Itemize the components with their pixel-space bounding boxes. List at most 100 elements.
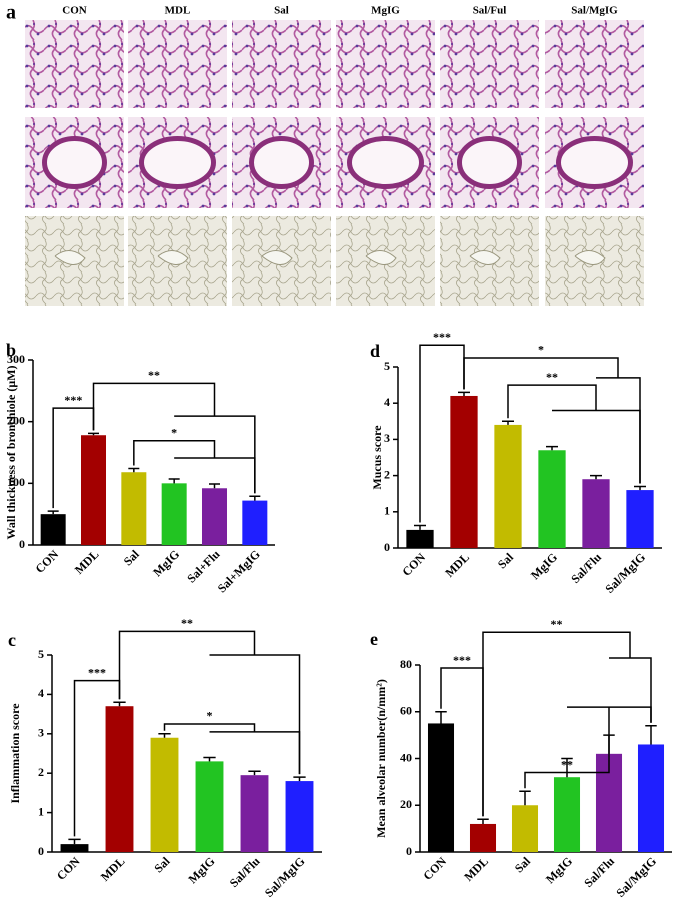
y-tick-label: 300: [7, 352, 25, 366]
y-tick-label: 4: [384, 395, 390, 409]
airway: [574, 250, 606, 265]
significance-bracket: [163, 723, 301, 775]
error-bar: [128, 467, 140, 473]
error-bar: [519, 790, 531, 806]
y-tick-label: 0: [406, 844, 412, 858]
y-tick-label: 2: [384, 467, 390, 481]
x-tick-label: Sal: [121, 547, 143, 569]
error-bar: [501, 420, 515, 425]
error-bar: [208, 483, 221, 489]
y-tick-label: 4: [38, 686, 44, 700]
x-tick-label: MDL: [461, 854, 491, 884]
y-axis-label: Inflammation score: [8, 703, 22, 804]
bronchiole-lumen: [457, 136, 522, 189]
significance-label: **: [546, 370, 558, 384]
significance-bracket: [507, 384, 641, 484]
x-tick-label: MgIG: [528, 550, 560, 582]
bar: [582, 479, 610, 548]
x-tick-label: Sal/Flu: [227, 854, 263, 890]
significance-label: ***: [64, 393, 82, 407]
y-tick-label: 40: [400, 750, 412, 764]
bar: [538, 450, 566, 548]
x-tick-label: Sal/MgIG: [613, 854, 659, 900]
error-bar: [203, 756, 216, 762]
bronchiole-lumen: [249, 136, 314, 189]
airway: [261, 250, 293, 265]
bar: [40, 514, 66, 545]
bar: [469, 823, 497, 852]
micrograph: [232, 20, 331, 108]
x-tick-label: MDL: [442, 550, 472, 580]
y-tick-label: 1: [38, 804, 44, 818]
error-bar: [293, 776, 306, 782]
x-tick-label: Sal: [151, 854, 173, 876]
bar: [60, 844, 89, 852]
error-bar: [545, 445, 559, 451]
bar: [406, 529, 434, 548]
error-bar: [68, 838, 81, 845]
y-axis-label: Mucus score: [370, 425, 384, 490]
significance-bracket: [118, 630, 301, 775]
y-axis-label: Wall thickness of bronchiole (μM): [4, 366, 18, 540]
bar: [121, 472, 147, 545]
y-tick-label: 5: [38, 647, 44, 661]
significance-label: *: [171, 426, 177, 440]
x-tick-label: Sal/Flu: [581, 854, 617, 890]
bar: [511, 805, 539, 852]
x-tick-label: MgIG: [543, 854, 575, 886]
x-tick-label: CON: [54, 854, 83, 883]
error-bar: [435, 711, 447, 724]
column-label: Sal/Ful: [473, 5, 507, 17]
error-bar: [113, 701, 126, 707]
error-bar: [561, 757, 573, 778]
y-tick-label: 0: [384, 540, 390, 554]
error-bar: [457, 391, 471, 396]
micrograph: [545, 20, 644, 108]
column-label: MgIG: [371, 5, 400, 17]
y-tick-label: 20: [400, 797, 412, 811]
error-bar: [589, 474, 603, 480]
significance-label: **: [561, 757, 573, 771]
x-tick-label: Sal+Flu: [184, 547, 223, 586]
bronchiole-lumen: [139, 136, 216, 189]
y-tick-label: 1: [384, 504, 390, 518]
significance-label: ***: [433, 330, 451, 344]
micrograph: [440, 20, 539, 108]
bar: [553, 777, 581, 852]
significance-bracket: [524, 706, 652, 789]
bar: [242, 500, 268, 545]
x-tick-label: Sal+MgIG: [215, 547, 263, 595]
x-tick-label: Sal/MgIG: [602, 550, 648, 596]
significance-label: *: [538, 343, 544, 357]
panel-letter: b: [6, 340, 16, 360]
micrograph: [336, 20, 435, 108]
y-tick-label: 80: [400, 657, 412, 671]
bar: [105, 706, 134, 852]
bar: [150, 737, 179, 852]
bar: [285, 781, 314, 852]
bar: [161, 483, 187, 545]
error-bar: [47, 510, 59, 515]
panel-letter: c: [8, 630, 16, 650]
significance-label: ***: [453, 653, 471, 667]
column-label: CON: [62, 5, 87, 17]
y-tick-label: 100: [7, 475, 25, 489]
error-bar: [168, 478, 180, 484]
error-bar: [413, 524, 427, 530]
x-tick-label: CON: [32, 547, 61, 576]
y-tick-label: 0: [38, 844, 44, 858]
significance-label: *: [207, 709, 213, 723]
error-bar: [158, 733, 171, 738]
column-label: Sal/MgIG: [571, 5, 618, 17]
y-tick-label: 2: [38, 765, 44, 779]
significance-label: **: [181, 616, 193, 630]
y-tick-label: 5: [384, 359, 390, 373]
bar: [450, 395, 478, 548]
x-tick-label: MgIG: [186, 854, 218, 886]
airway: [365, 250, 397, 265]
micrograph: [128, 20, 227, 108]
y-tick-label: 200: [7, 413, 25, 427]
y-tick-label: 60: [400, 704, 412, 718]
significance-label: **: [551, 617, 563, 631]
